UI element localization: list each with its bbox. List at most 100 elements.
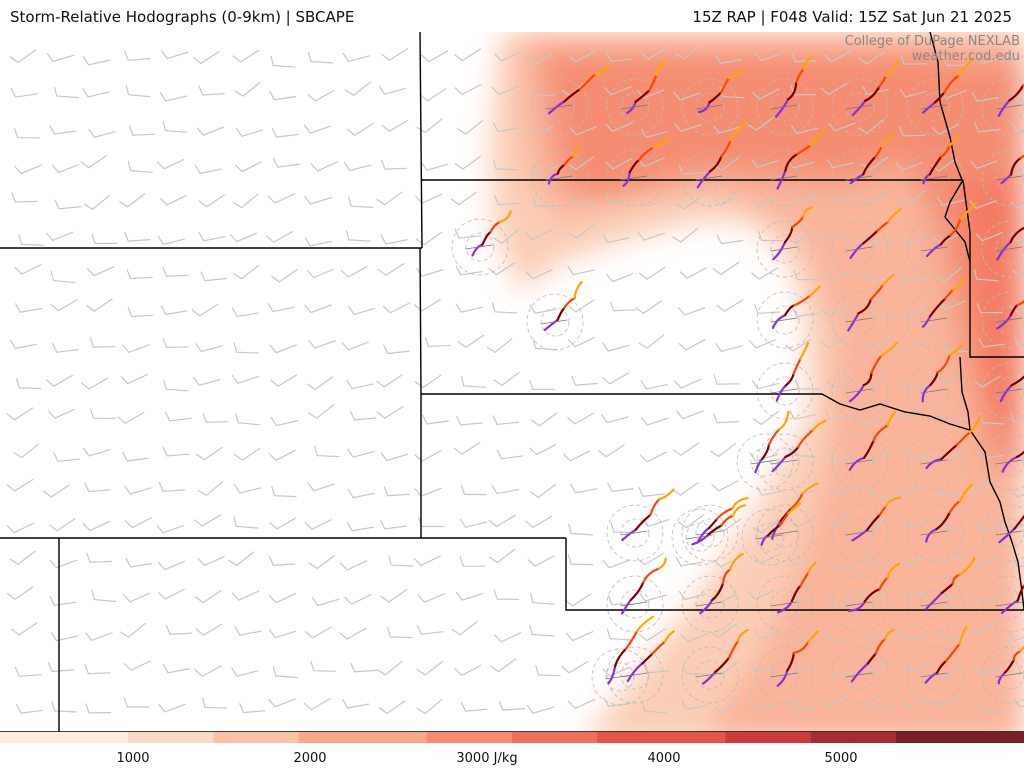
wind-barb: [417, 516, 444, 528]
hodograph-segment: [778, 410, 790, 431]
storm-motion-vector: [845, 601, 873, 607]
wind-barb: [498, 700, 525, 711]
range-ring: [756, 291, 814, 349]
wind-barb: [601, 414, 629, 424]
wind-barb: [15, 703, 43, 714]
range-ring: [465, 232, 495, 262]
colorbar-segment: [597, 732, 641, 743]
wind-barb: [969, 160, 998, 170]
range-ring: [756, 646, 814, 704]
storm-motion-vector: [995, 530, 1023, 536]
hodograph-segment: [729, 121, 747, 142]
range-ring: [831, 78, 889, 136]
wind-barb: [270, 416, 298, 427]
wind-barb: [827, 193, 855, 204]
wind-barb: [269, 90, 297, 101]
wind-barb: [866, 233, 894, 244]
range-ring: [831, 220, 889, 278]
wind-barb: [602, 559, 631, 569]
wind-barb: [45, 374, 74, 387]
wind-barb: [494, 194, 521, 206]
wind-barb: [416, 624, 444, 635]
wind-barb: [158, 703, 186, 713]
wind-barb: [377, 262, 405, 277]
colorbar-segment: [640, 732, 684, 743]
range-ring: [756, 78, 814, 136]
wind-barb: [860, 193, 889, 203]
wind-barb: [339, 560, 368, 571]
hodograph-segment: [1019, 645, 1024, 653]
wind-barb: [421, 50, 449, 63]
storm-motion-vector: [920, 317, 948, 323]
wind-barb: [671, 482, 699, 496]
hodograph-segment: [959, 201, 978, 220]
wind-barb: [638, 628, 666, 642]
wind-barb: [304, 236, 332, 247]
hodograph-segment: [626, 100, 637, 115]
hodograph-segment: [784, 372, 795, 387]
wind-barb: [790, 124, 819, 135]
range-ring: [995, 518, 1024, 548]
wind-barb: [826, 376, 854, 389]
hodograph-segment: [948, 344, 963, 357]
hodograph-segment: [944, 288, 955, 300]
range-ring: [995, 660, 1024, 690]
storm-motion-vector: [695, 175, 723, 181]
colorbar-segment: [469, 732, 513, 743]
wind-barb: [6, 407, 34, 421]
wind-barb: [752, 195, 780, 209]
wind-barb: [382, 344, 410, 355]
storm-motion-vector: [920, 175, 948, 181]
wind-barb: [526, 704, 555, 714]
wind-barb: [123, 660, 152, 672]
wind-barb: [388, 555, 414, 567]
hodograph-segment: [797, 429, 814, 449]
wind-barb: [713, 193, 741, 207]
wind-barb: [122, 451, 149, 462]
hodograph-segment: [556, 163, 566, 175]
storm-motion-vector: [995, 246, 1023, 252]
wind-barb: [460, 484, 487, 496]
storm-motion-vector: [755, 534, 783, 540]
hodograph-segment: [944, 642, 961, 663]
wind-barb: [89, 408, 116, 419]
wind-barb: [200, 271, 227, 282]
wind-barb: [160, 305, 188, 315]
wind-barb: [678, 338, 706, 351]
wind-barb: [791, 307, 819, 318]
wind-barb: [1017, 374, 1024, 385]
range-ring: [540, 307, 570, 337]
wind-barb: [867, 698, 894, 709]
wind-barb: [935, 267, 962, 283]
storm-motion-vector: [845, 530, 873, 536]
range-ring: [620, 92, 650, 122]
wind-barb: [790, 194, 818, 204]
range-ring: [995, 589, 1024, 619]
wind-barb: [493, 589, 520, 600]
hodograph-segment: [802, 206, 813, 218]
wind-barb: [123, 231, 151, 242]
wind-barb: [422, 414, 449, 425]
wind-barb: [709, 623, 737, 639]
wind-barb: [674, 122, 702, 133]
hodograph-segment: [921, 383, 932, 403]
wind-barb: [127, 306, 154, 318]
hodograph-segment: [648, 73, 658, 92]
hodograph-segment: [655, 60, 667, 77]
range-ring: [906, 78, 964, 136]
hodograph-range-rings: [451, 78, 1024, 706]
hodograph-segment: [949, 217, 962, 237]
range-ring: [920, 447, 950, 477]
hodograph-segment: [720, 515, 735, 527]
wind-barb: [1014, 590, 1024, 601]
hodograph-segment: [761, 443, 771, 460]
wind-barb: [597, 444, 625, 458]
wind-barb: [936, 196, 965, 207]
hodograph-segment: [706, 524, 723, 537]
wind-barb: [1012, 556, 1024, 568]
wind-barb: [973, 122, 1001, 133]
wind-barb: [936, 553, 965, 564]
storm-motion-vector: [540, 319, 568, 325]
wind-barb: [493, 631, 522, 643]
wind-barb: [899, 305, 927, 319]
